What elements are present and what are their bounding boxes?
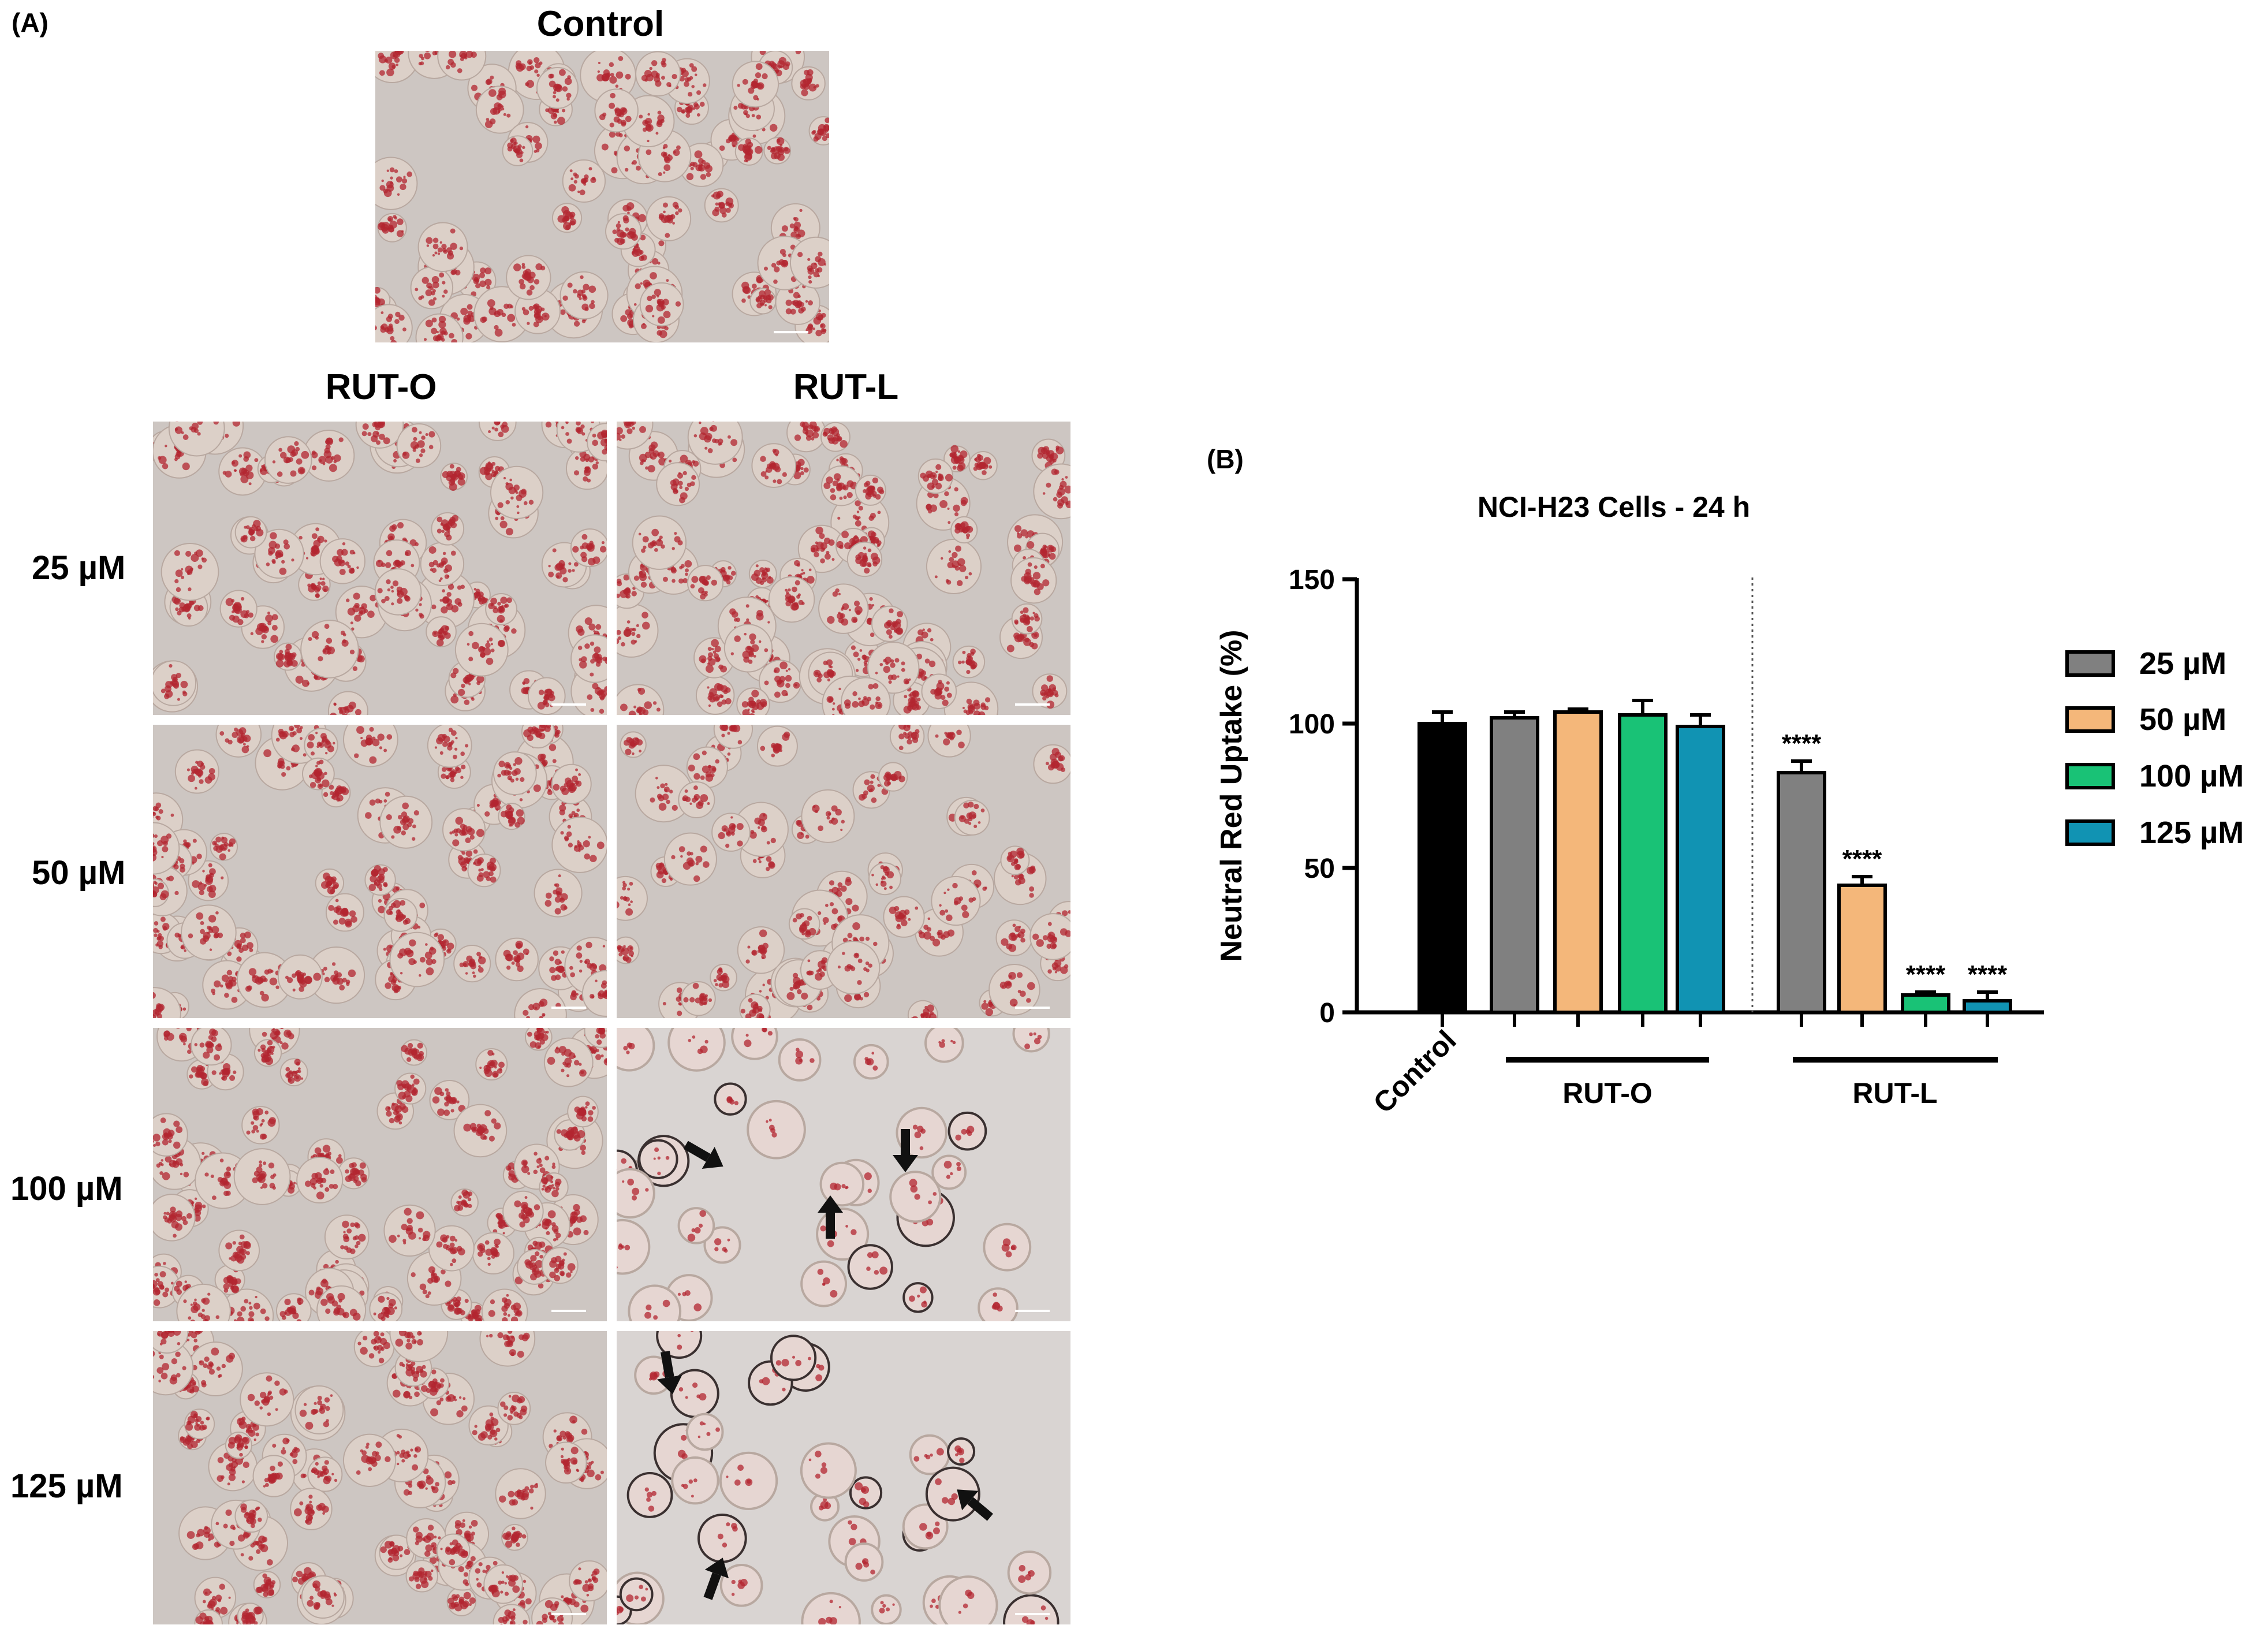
control-title: Control [536,4,665,44]
col-header-rut-l: RUT-L [793,367,899,407]
significance-label: **** [1968,960,2008,989]
significance-label: **** [1842,845,1882,873]
micrograph-image [153,725,607,1018]
bar [1676,725,1725,1014]
bar [1777,771,1826,1014]
arrow-icon [657,1351,682,1395]
micrograph-rut-l-50 [617,725,1070,1018]
arrow-icon [683,1141,723,1169]
y-tick-label: 0 [1319,998,1335,1028]
bar [1418,722,1467,1014]
y-tick-label: 100 [1289,709,1335,740]
bar-chart: NCI-H23 Cells - 24 h Neutral Red Uptake (… [1215,491,2244,1119]
bar [1837,884,1887,1014]
panel-b-letter: (B) [1207,444,1244,474]
bar [1963,999,2012,1014]
micrograph-image [617,422,1070,715]
micrograph-image [153,1331,607,1624]
y-tick-label: 50 [1304,854,1335,884]
micrograph-image [375,51,829,342]
micrograph-rut-l-125 [617,1331,1070,1624]
bar [1901,993,1950,1014]
micrograph-control [375,51,829,342]
chart-title: NCI-H23 Cells - 24 h [1478,491,1750,523]
x-group-label-rut-o: RUT-O [1562,1077,1652,1109]
legend-swatch [2065,706,2115,733]
row-header-50: 50 µM [32,854,126,892]
micrograph-image [617,1331,1070,1624]
legend-swatch [2065,819,2115,846]
micrograph-image [153,422,607,715]
micrograph-image [153,1028,607,1321]
row-header-100: 100 µM [10,1170,123,1208]
arrow-icon [957,1489,993,1521]
legend-label: 125 µM [2139,815,2244,850]
arrow-icon [818,1195,843,1239]
row-header-25: 25 µM [32,549,126,587]
micrograph-rut-o-125 [153,1331,607,1624]
micrograph-rut-l-100 [617,1028,1070,1321]
micrograph-image [617,725,1070,1018]
legend-label: 100 µM [2139,759,2244,793]
arrow-icon [893,1129,918,1172]
y-axis-label: Neutral Red Uptake (%) [1215,630,1248,962]
legend-swatch [2065,763,2115,789]
bar [1490,716,1539,1014]
x-group-label-control: Control [1367,1024,1463,1119]
legend-label: 50 µM [2139,702,2226,737]
micrograph-rut-o-50 [153,725,607,1018]
x-group-label-rut-l: RUT-L [1852,1077,1937,1109]
bar [1553,710,1603,1014]
significance-label: **** [1906,960,1946,989]
micrograph-rut-l-25 [617,422,1070,715]
significance-label: **** [1782,729,1822,758]
micrograph-rut-o-100 [153,1028,607,1321]
y-tick-label: 150 [1289,565,1335,595]
bar [1618,713,1668,1014]
panel-a-letter: (A) [12,8,49,38]
legend-swatch [2065,650,2115,677]
col-header-rut-o: RUT-O [325,367,437,407]
row-header-125: 125 µM [10,1467,123,1505]
legend-label: 25 µM [2139,646,2226,681]
micrograph-image [617,1028,1070,1321]
arrow-icon [703,1557,729,1600]
micrograph-rut-o-25 [153,422,607,715]
